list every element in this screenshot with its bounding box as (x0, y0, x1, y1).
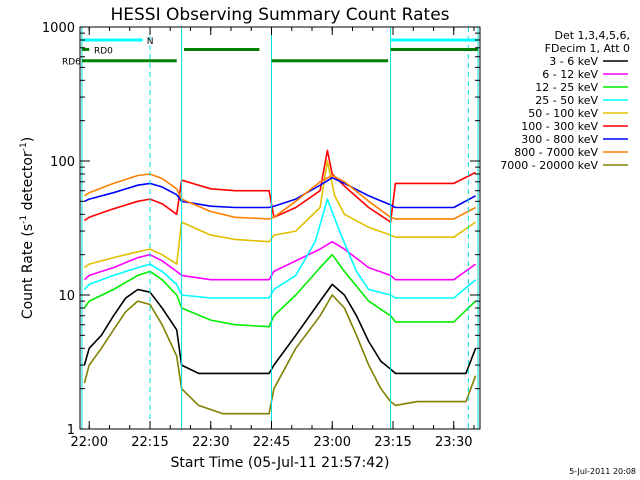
y-axis-label-end: ) (20, 137, 36, 142)
y-tick-label: 10 (58, 289, 75, 304)
y-tick-label: 100 (50, 155, 75, 170)
legend-label-6-12-kev: 6 - 12 keV (542, 68, 598, 81)
legend-label-3-6-kev: 3 - 6 keV (549, 55, 598, 68)
plot-area: N RD0 RD6 22:00 22:15 22:30 22:45 23:00 23:15 23… (42, 21, 481, 450)
series-line-300-800-kev (84, 176, 476, 209)
series-line-25-50-kev (83, 198, 477, 299)
x-tick-label: 22:00 (71, 435, 108, 450)
x-tick-label: 23:30 (435, 435, 472, 450)
y-axis-label-sup1: -1 (19, 215, 29, 224)
legend-header-line-1: Det 1,3,4,5,6, (554, 29, 630, 42)
legend-label-12-25-kev: 12 - 25 keV (535, 81, 598, 94)
marker-label-n: N (147, 37, 154, 47)
legend-label-50-100-kev: 50 - 100 keV (528, 107, 598, 120)
y-axis-label: Count Rate (s-1 detector-1) (19, 137, 36, 319)
legend-label-100-300-kev: 100 - 300 keV (521, 120, 598, 133)
x-tick-label: 23:15 (374, 435, 411, 450)
series-line-50-100-kev (83, 160, 477, 269)
y-axis-label-mid: detector (20, 151, 36, 215)
x-axis-label: Start Time (05-Jul-11 21:57:42) (170, 455, 389, 471)
x-tick-label: 22:15 (131, 435, 168, 450)
x-tick-label: 22:30 (192, 435, 229, 450)
legend-label-7000-20000-kev: 7000 - 20000 keV (500, 159, 598, 172)
y-axis-label-sup2: -1 (19, 142, 29, 151)
x-tick-label: 23:00 (314, 435, 351, 450)
y-axis-label-main: Count Rate (s (20, 224, 36, 319)
y-tick-label: 1 (67, 423, 75, 438)
x-tick-label: 22:45 (253, 435, 290, 450)
y-tick-label: 1000 (42, 21, 75, 36)
chart-title: HESSI Observing Summary Count Rates (110, 5, 449, 25)
legend-label-300-800-kev: 300 - 800 keV (521, 133, 598, 146)
footer-date: 5-Jul-2011 20:08 (569, 467, 636, 476)
series-line-100-300-kev (83, 149, 476, 223)
series-line-800-7000-kev (83, 173, 476, 220)
legend-label-25-50-kev: 25 - 50 keV (535, 94, 598, 107)
legend-header-line-2: FDecim 1, Att 0 (545, 42, 630, 55)
legend: Det 1,3,4,5,6, FDecim 1, Att 0 3 - 6 keV… (500, 29, 630, 172)
marker-label-rd0: RD0 (94, 46, 113, 56)
series-line-7000-20000-kev (83, 294, 477, 415)
marker-label-rd6: RD6 (62, 58, 81, 68)
plot-frame (79, 26, 481, 430)
legend-label-800-7000-kev: 800 - 7000 keV (514, 146, 598, 159)
